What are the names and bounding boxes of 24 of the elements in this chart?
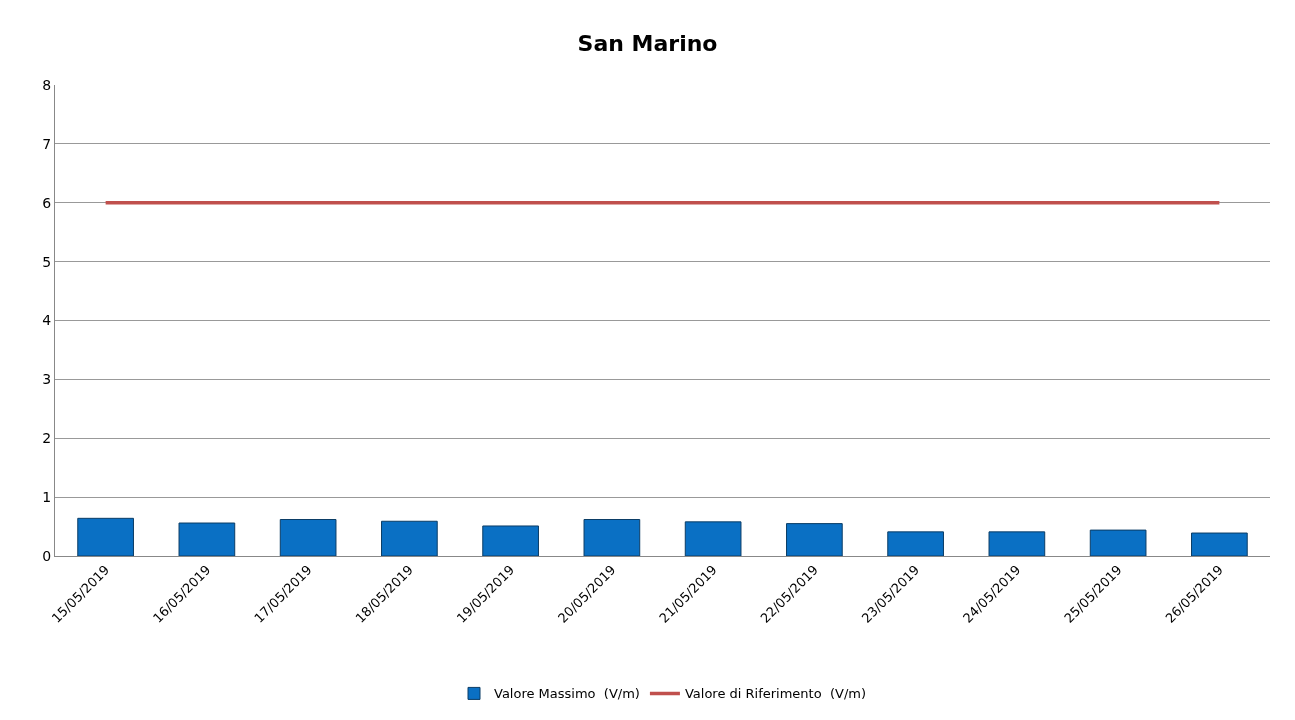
- legend-label: Valore Massimo (V/m): [494, 686, 640, 702]
- bar: [786, 523, 843, 556]
- bar: [988, 531, 1046, 556]
- bar: [684, 521, 742, 556]
- chart-title: San Marino: [577, 31, 718, 57]
- y-tick-label: 7: [42, 135, 52, 152]
- y-tick-label: 5: [42, 253, 52, 270]
- y-tick-label: 6: [42, 194, 52, 211]
- bar: [279, 519, 337, 556]
- legend-label: Valore di Riferimento (V/m): [684, 686, 866, 702]
- y-tick-label: 3: [42, 371, 52, 388]
- bar: [1191, 532, 1248, 556]
- y-tick-label: 2: [42, 430, 52, 447]
- bar: [583, 519, 641, 556]
- bar: [77, 517, 134, 556]
- y-tick-label: 4: [42, 312, 52, 329]
- y-tick-label: 8: [42, 76, 52, 93]
- y-tick-label: 1: [42, 489, 52, 506]
- bar: [482, 525, 539, 556]
- bar: [887, 531, 944, 556]
- bar: [178, 522, 236, 556]
- bar: [381, 520, 438, 556]
- y-tick-label: 0: [42, 547, 52, 564]
- bar: [1089, 529, 1147, 556]
